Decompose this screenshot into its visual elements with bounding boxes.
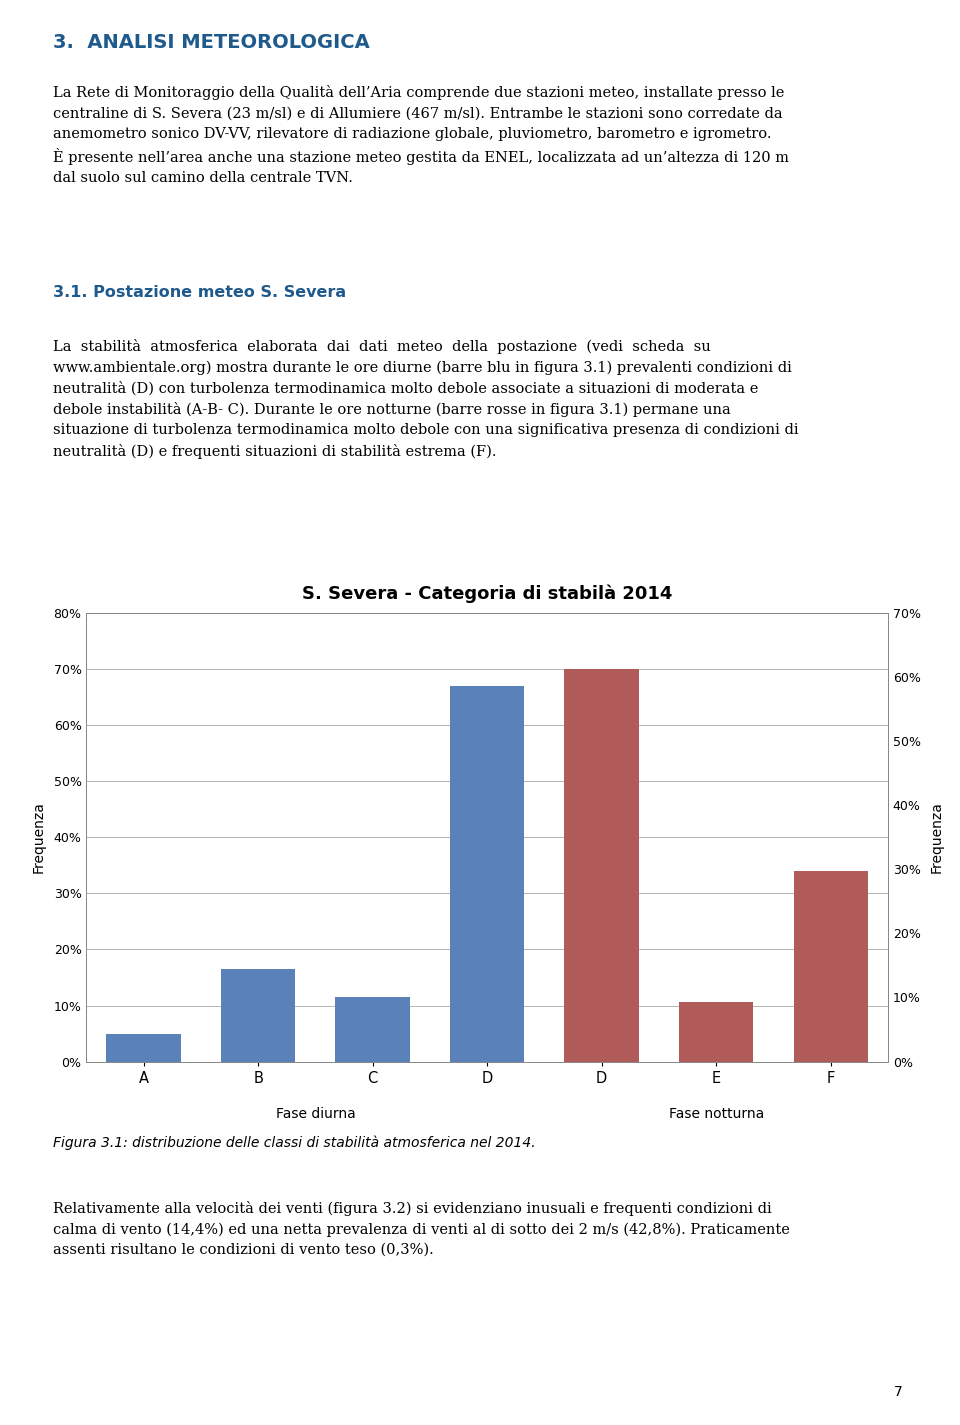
Text: La  stabilità  atmosferica  elaborata  dai  dati  meteo  della  postazione  (ved: La stabilità atmosferica elaborata dai d…	[53, 339, 799, 459]
Y-axis label: Frequenza: Frequenza	[32, 801, 45, 874]
Text: Fase notturna: Fase notturna	[668, 1107, 764, 1121]
Bar	[107, 1033, 180, 1062]
Bar	[335, 997, 410, 1062]
Bar	[564, 668, 639, 1062]
Text: 3.1. Postazione meteo S. Severa: 3.1. Postazione meteo S. Severa	[53, 285, 346, 301]
Text: Relativamente alla velocità dei venti (figura 3.2) si evidenziano inusuali e fre: Relativamente alla velocità dei venti (f…	[53, 1201, 790, 1257]
Text: La Rete di Monitoraggio della Qualità dell’Aria comprende due stazioni meteo, in: La Rete di Monitoraggio della Qualità de…	[53, 86, 789, 185]
Bar	[450, 685, 524, 1062]
Text: Figura 3.1: distribuzione delle classi di stabilità atmosferica nel 2014.: Figura 3.1: distribuzione delle classi d…	[53, 1136, 536, 1150]
Text: Fase diurna: Fase diurna	[276, 1107, 355, 1121]
Bar	[794, 871, 868, 1062]
Title: S. Severa - Categoria di stabilà 2014: S. Severa - Categoria di stabilà 2014	[302, 584, 672, 603]
Bar	[221, 969, 296, 1062]
Text: 3.  ANALISI METEOROLOGICA: 3. ANALISI METEOROLOGICA	[53, 33, 370, 51]
Text: 7: 7	[894, 1385, 902, 1399]
Bar	[679, 1002, 754, 1062]
Y-axis label: Frequenza: Frequenza	[929, 801, 943, 874]
